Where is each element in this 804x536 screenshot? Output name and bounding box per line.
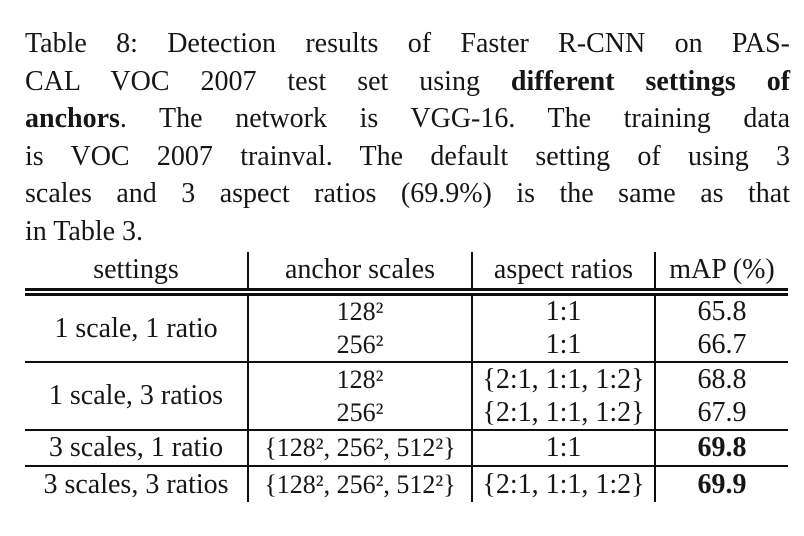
table-caption: Table 8: Detection results of Faster R-C… — [25, 25, 790, 250]
cell-setting: 1 scale, 3 ratios — [25, 361, 249, 430]
caption-text: . The network is VGG-16. The training da… — [119, 103, 790, 134]
col-header-settings: settings — [25, 252, 249, 296]
header-row: settings anchor scales aspect ratios mAP… — [25, 252, 788, 296]
col-header-anchor-scales: anchor scales — [248, 252, 473, 296]
col-header-map: mAP (%) — [655, 252, 788, 296]
caption-bold-text: different settings of — [510, 65, 791, 97]
caption-line-4: is VOC 2007 trainval. The default settin… — [25, 138, 790, 176]
table-row: 3 scales, 3 ratios {128², 256², 512²} {2… — [25, 465, 788, 502]
table-row: 1 scale, 3 ratios 128² {2:1, 1:1, 1:2} 6… — [25, 361, 788, 430]
cell-map: 67.9 — [697, 396, 747, 428]
caption-text: in Table 3. — [25, 215, 144, 247]
caption-text: scales and 3 aspect ratios (69.9%) is th… — [25, 178, 790, 209]
cell-anchor-scales: {128², 256², 512²} — [248, 465, 473, 502]
caption-line-5: scales and 3 aspect ratios (69.9%) is th… — [25, 175, 790, 213]
caption-line-3: anchors. The network is VGG-16. The trai… — [25, 100, 790, 138]
cell-aspect-ratios: {2:1, 1:1, 1:2} — [472, 396, 656, 430]
table-row: 256² {2:1, 1:1, 1:2} 67.9 — [25, 396, 788, 430]
cell-map: 65.8 — [697, 296, 747, 327]
table-body: 1 scale, 1 ratio 128² 1:1 65.8 256² 1:1 … — [25, 292, 788, 502]
caption-line-6: in Table 3. — [25, 213, 790, 251]
cell-anchor-scales: 128² — [248, 361, 473, 396]
table-header: settings anchor scales aspect ratios mAP… — [25, 252, 788, 296]
cell-map: 69.9 — [655, 465, 788, 502]
cell-aspect-ratios: 1:1 — [472, 429, 656, 466]
caption-text: Table 8: Detection results of Faster R-C… — [25, 28, 790, 59]
col-header-aspect-ratios: aspect ratios — [472, 252, 656, 296]
anchor-settings-table: settings anchor scales aspect ratios mAP… — [25, 252, 788, 502]
caption-text: is VOC 2007 trainval. The default settin… — [25, 140, 790, 172]
cell-anchor-scales: {128², 256², 512²} — [248, 429, 473, 466]
caption-text: CAL VOC 2007 test set using — [25, 65, 511, 97]
caption-line-2: CAL VOC 2007 test set using different se… — [25, 63, 790, 101]
cell-aspect-ratios: {2:1, 1:1, 1:2} — [472, 465, 656, 502]
table-row: 256² 1:1 66.7 — [25, 328, 788, 362]
cell-aspect-ratios: 1:1 — [472, 292, 656, 328]
cell-aspect-ratios: 1:1 — [472, 328, 656, 362]
cell-setting: 3 scales, 3 ratios — [25, 465, 249, 502]
table-row: 1 scale, 1 ratio 128² 1:1 65.8 — [25, 292, 788, 362]
cell-setting: 3 scales, 1 ratio — [25, 429, 249, 466]
cell-anchor-scales: 128² — [248, 292, 473, 328]
cell-map: 68.8 — [655, 361, 788, 396]
cell-anchor-scales: 256² — [248, 328, 473, 362]
cell-aspect-ratios: {2:1, 1:1, 1:2} — [472, 361, 656, 396]
cell-map: 66.7 — [697, 328, 747, 360]
caption-bold-text: anchors — [25, 103, 120, 134]
caption-line-1: Table 8: Detection results of Faster R-C… — [25, 25, 790, 63]
table-row: 3 scales, 1 ratio {128², 256², 512²} 1:1… — [25, 429, 788, 466]
cell-anchor-scales: 256² — [248, 396, 473, 430]
cell-map: 69.8 — [655, 429, 788, 466]
cell-setting: 1 scale, 1 ratio — [25, 292, 249, 362]
